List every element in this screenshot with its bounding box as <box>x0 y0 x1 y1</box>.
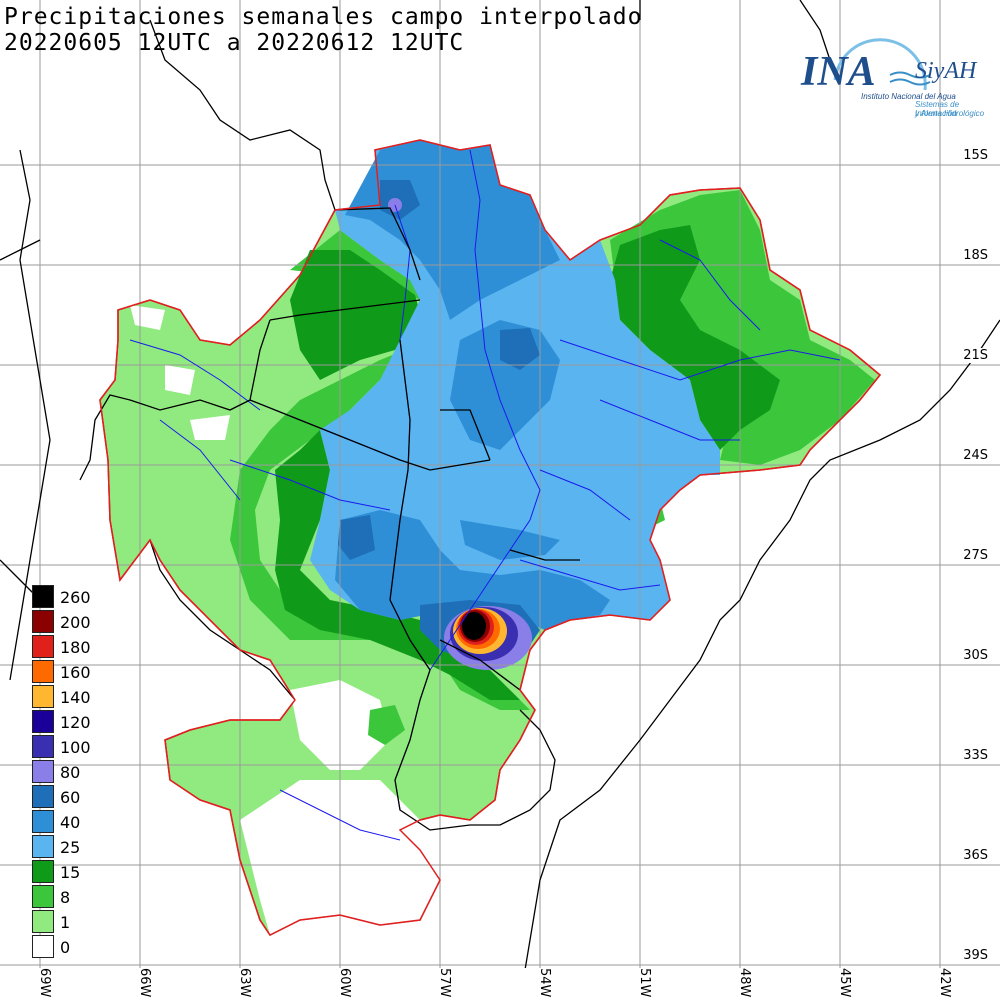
logo-subtitle-2: y Alerta Hidrológico <box>915 109 985 118</box>
legend-item: 200 <box>30 610 140 635</box>
legend-item: 1 <box>30 910 140 935</box>
legend-swatch <box>32 610 54 633</box>
legend-label: 120 <box>60 713 91 732</box>
legend-item: 60 <box>30 785 140 810</box>
legend-item: 100 <box>30 735 140 760</box>
legend-swatch <box>32 760 54 783</box>
legend-swatch <box>32 910 54 933</box>
precipitation-legend: 260 200 180 160 140 120 100 80 60 40 25 15 8 1 0 <box>30 585 140 960</box>
lon-label: 69W <box>37 968 52 998</box>
legend-swatch <box>32 710 54 733</box>
lat-label: 15S <box>961 148 990 163</box>
legend-item: 40 <box>30 810 140 835</box>
legend-label: 25 <box>60 838 81 857</box>
lon-label: 54W <box>537 968 552 998</box>
legend-label: 180 <box>60 638 91 657</box>
legend-swatch <box>32 860 54 883</box>
legend-swatch <box>32 835 54 858</box>
lon-label: 60W <box>337 968 352 998</box>
map-title: Precipitaciones semanales campo interpol… <box>4 4 643 30</box>
logo-swoosh-icon <box>833 38 931 91</box>
logo-ina-text: INA <box>801 49 876 95</box>
lat-label: 39S <box>961 948 990 963</box>
legend-item: 25 <box>30 835 140 860</box>
legend-swatch <box>32 660 54 683</box>
legend-swatch <box>32 585 54 608</box>
legend-label: 0 <box>60 938 71 957</box>
lon-label: 63W <box>237 968 252 998</box>
legend-swatch <box>32 810 54 833</box>
lat-label: 33S <box>961 748 990 763</box>
lon-label: 42W <box>937 968 952 998</box>
legend-swatch <box>32 785 54 808</box>
legend-item: 260 <box>30 585 140 610</box>
legend-label: 1 <box>60 913 71 932</box>
lon-label: 51W <box>637 968 652 998</box>
logo-subtitle-1: Sistemas de Información <box>915 100 960 118</box>
lat-label: 27S <box>961 548 990 563</box>
legend-item: 8 <box>30 885 140 910</box>
legend-label: 80 <box>60 763 81 782</box>
lat-label: 21S <box>961 348 990 363</box>
legend-label: 60 <box>60 788 81 807</box>
lat-label: 36S <box>961 848 990 863</box>
legend-label: 100 <box>60 738 91 757</box>
legend-swatch <box>32 735 54 758</box>
legend-item: 0 <box>30 935 140 960</box>
domain-outline <box>99 139 882 936</box>
lon-label: 48W <box>737 968 752 998</box>
legend-label: 40 <box>60 813 81 832</box>
legend-item: 140 <box>30 685 140 710</box>
legend-item: 15 <box>30 860 140 885</box>
lon-label: 66W <box>137 968 152 998</box>
lon-label: 57W <box>437 968 452 998</box>
legend-item: 120 <box>30 710 140 735</box>
ina-siyah-logo: INA SiyAH Instituto Nacional del Agua Si… <box>795 30 995 130</box>
legend-item: 80 <box>30 760 140 785</box>
legend-item: 180 <box>30 635 140 660</box>
lat-label: 18S <box>961 248 990 263</box>
graticule <box>0 0 1000 968</box>
legend-label: 15 <box>60 863 81 882</box>
legend-swatch <box>32 635 54 658</box>
legend-swatch <box>32 685 54 708</box>
logo-institute-text: Instituto Nacional del Agua <box>861 92 956 101</box>
legend-swatch <box>32 935 54 958</box>
legend-label: 160 <box>60 663 91 682</box>
legend-swatch <box>32 885 54 908</box>
legend-label: 260 <box>60 588 91 607</box>
lat-label: 30S <box>961 648 990 663</box>
lon-label: 45W <box>837 968 852 998</box>
legend-label: 8 <box>60 888 71 907</box>
map-date-range: 20220605 12UTC a 20220612 12UTC <box>4 30 465 56</box>
lat-label: 24S <box>961 448 990 463</box>
logo-siyah-text: SiyAH <box>915 58 977 84</box>
legend-label: 200 <box>60 613 91 632</box>
basin-precipitation-field <box>99 139 882 936</box>
legend-item: 160 <box>30 660 140 685</box>
legend-label: 140 <box>60 688 91 707</box>
